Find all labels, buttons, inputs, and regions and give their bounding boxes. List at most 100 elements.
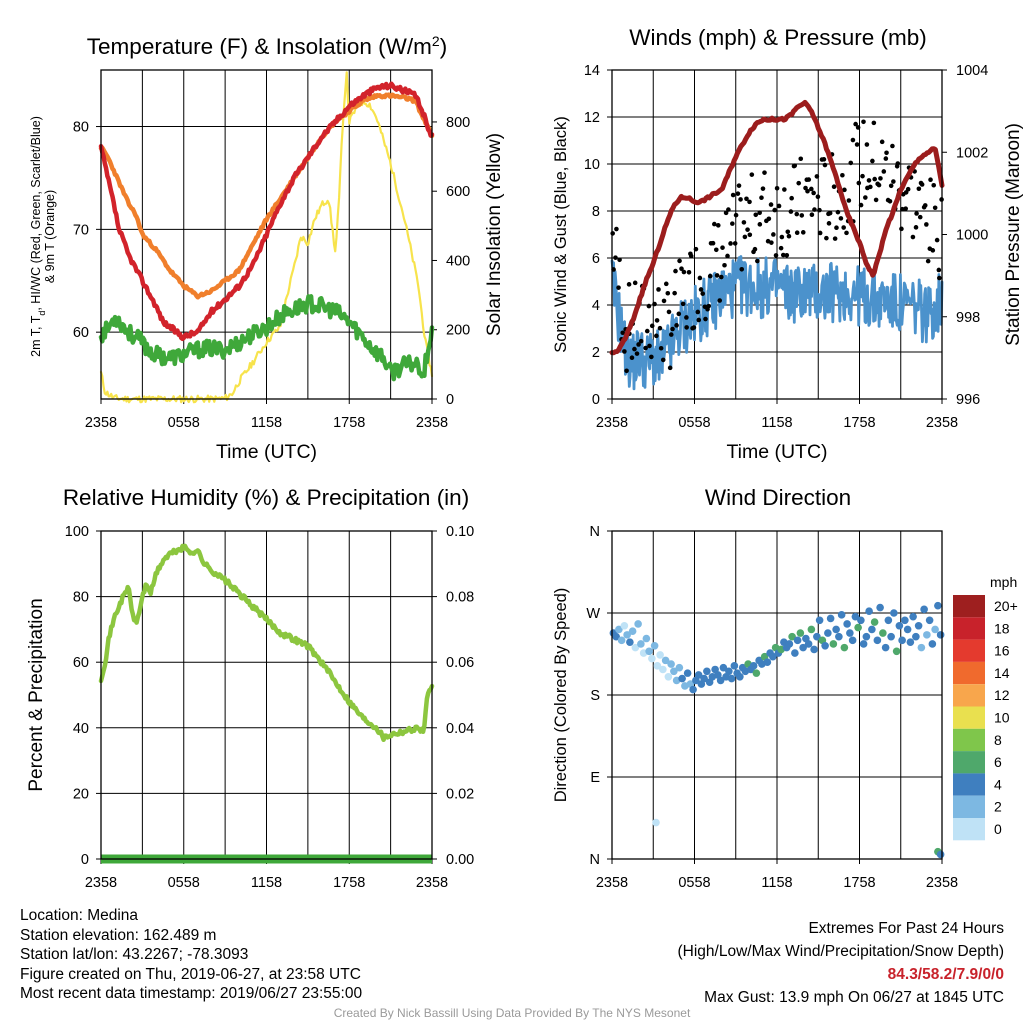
gust-point bbox=[776, 203, 782, 209]
direction-point bbox=[785, 640, 794, 648]
gust-point bbox=[712, 221, 717, 227]
direction-point bbox=[652, 818, 660, 827]
gust-point bbox=[710, 240, 716, 246]
direction-point bbox=[903, 625, 912, 634]
gust-point bbox=[932, 205, 938, 211]
gust-point bbox=[747, 199, 752, 205]
legend-swatch bbox=[953, 661, 985, 685]
station-elevation: Station elevation: 162.489 m bbox=[20, 926, 217, 944]
gust-point bbox=[916, 186, 922, 192]
plot-frame bbox=[611, 69, 943, 400]
extremes-subtitle: (High/Low/Max Wind/Precipitation/Snow De… bbox=[677, 943, 1005, 960]
direction-point bbox=[796, 629, 805, 637]
gust-point bbox=[730, 192, 736, 198]
direction-point bbox=[846, 629, 854, 637]
gust-point bbox=[809, 212, 815, 218]
x-axis-label: Time (UTC) bbox=[216, 441, 317, 463]
y-left-tick-label: 60 bbox=[73, 655, 89, 671]
gust-point bbox=[670, 326, 675, 332]
x-tick-label: 1158 bbox=[761, 875, 792, 891]
direction-point bbox=[923, 631, 931, 639]
legend-label: 8 bbox=[994, 732, 1002, 748]
gust-point bbox=[822, 162, 828, 168]
chart-title-winds: Winds (mph) & Pressure (mb) bbox=[629, 25, 927, 50]
gust-point bbox=[714, 273, 720, 278]
legend-swatch bbox=[953, 773, 985, 796]
direction-point bbox=[928, 640, 937, 648]
gust-point bbox=[657, 325, 663, 331]
gust-point bbox=[681, 269, 687, 275]
gust-point bbox=[620, 330, 626, 336]
y-right-tick-label: 0.02 bbox=[446, 786, 474, 802]
x-tick-label: 2358 bbox=[596, 875, 628, 891]
direction-point bbox=[901, 616, 909, 625]
x-tick-label: 0558 bbox=[168, 415, 200, 431]
gust-point bbox=[792, 163, 798, 168]
gust-point bbox=[753, 212, 759, 218]
gust-point bbox=[700, 291, 706, 296]
direction-point bbox=[876, 603, 884, 612]
y-left-tick-label: 2 bbox=[592, 345, 600, 361]
direction-point bbox=[678, 674, 686, 683]
gust-point bbox=[632, 280, 638, 286]
series-pressure bbox=[609, 99, 945, 356]
gust-point bbox=[624, 368, 629, 374]
gust-point bbox=[930, 248, 936, 253]
direction-point bbox=[868, 625, 876, 634]
gust-point bbox=[658, 345, 664, 351]
x-tick-label: 2358 bbox=[85, 415, 117, 431]
gust-point bbox=[854, 142, 860, 147]
gust-point bbox=[735, 191, 741, 196]
x-tick-label: 2358 bbox=[85, 875, 117, 891]
gust-point bbox=[773, 253, 779, 258]
legend-label: 0 bbox=[994, 821, 1002, 837]
gust-point bbox=[924, 222, 929, 227]
gust-point bbox=[780, 252, 786, 258]
gust-point bbox=[861, 119, 866, 125]
legend-swatch bbox=[953, 728, 985, 752]
direction-point bbox=[626, 638, 634, 646]
direction-point bbox=[840, 643, 849, 652]
gust-point bbox=[749, 172, 755, 177]
gust-point bbox=[860, 173, 865, 179]
gust-point bbox=[824, 235, 829, 241]
legend-label: 12 bbox=[994, 687, 1010, 703]
direction-point bbox=[884, 616, 893, 625]
chart-title-wind-direction: Wind Direction bbox=[705, 485, 851, 510]
y-left-tick-label: 100 bbox=[65, 524, 89, 540]
direction-point bbox=[829, 640, 838, 648]
gust-point bbox=[672, 290, 677, 296]
direction-point bbox=[895, 621, 904, 630]
direction-point bbox=[799, 643, 807, 652]
gust-point bbox=[680, 301, 686, 307]
gust-point bbox=[784, 252, 790, 258]
x-tick-label: 2358 bbox=[926, 875, 958, 891]
gust-point bbox=[703, 316, 708, 322]
x-tick-label: 2358 bbox=[926, 415, 958, 431]
gust-point bbox=[752, 246, 758, 252]
gust-point bbox=[679, 266, 684, 272]
gust-point bbox=[673, 268, 678, 274]
y-left-tick-label: 80 bbox=[73, 120, 89, 136]
direction-point bbox=[617, 636, 626, 645]
plot-frame bbox=[611, 530, 943, 860]
gust-point bbox=[636, 342, 641, 347]
gust-point bbox=[688, 253, 694, 259]
gust-point bbox=[723, 210, 729, 216]
gust-point bbox=[686, 269, 692, 275]
direction-point bbox=[620, 621, 629, 630]
direction-point bbox=[865, 607, 873, 615]
ylabel-part: 2m T, T bbox=[29, 315, 43, 357]
direction-point bbox=[689, 685, 697, 694]
extremes-block: Extremes For Past 24 Hours (High/Low/Max… bbox=[678, 917, 1005, 1009]
y-left-tick-label: 80 bbox=[73, 590, 89, 606]
gust-point bbox=[782, 187, 787, 192]
direction-point bbox=[862, 632, 871, 641]
direction-point bbox=[675, 663, 684, 672]
title-sup: 2 bbox=[432, 33, 440, 49]
direction-point bbox=[730, 662, 739, 670]
gust-point bbox=[789, 195, 794, 201]
legend-label: 18 bbox=[994, 620, 1010, 636]
gust-point bbox=[788, 209, 794, 214]
x-tick-label: 1758 bbox=[333, 415, 365, 431]
